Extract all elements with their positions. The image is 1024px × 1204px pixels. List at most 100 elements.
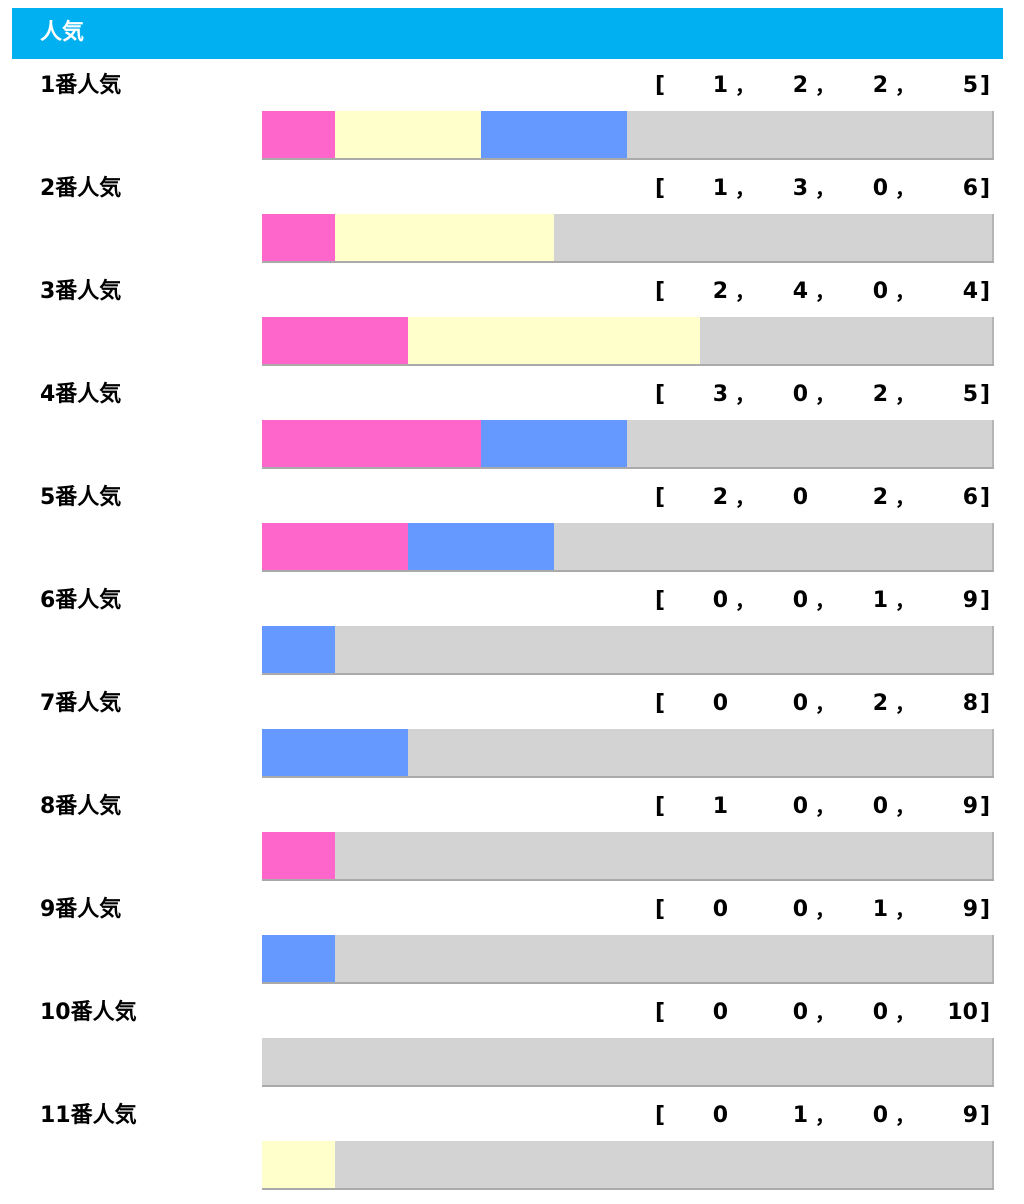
- record-text: [0 0 ， 2 ， 8]: [655, 690, 993, 718]
- row-label: 1番人気: [40, 73, 122, 98]
- record-bracket-close: ]: [980, 176, 991, 201]
- record-bracket-close: ]: [980, 1103, 991, 1128]
- stacked-bar: [262, 214, 994, 263]
- bar-segment: [262, 111, 335, 158]
- record-value: 2: [712, 279, 728, 304]
- row-label: 2番人気: [40, 176, 122, 201]
- popularity-row: 9番人気 [0 0 ， 1 ， 9]: [0, 883, 1024, 986]
- bar-segment: [481, 420, 627, 467]
- row-label: 8番人気: [40, 794, 122, 819]
- record-bracket-open: [: [655, 382, 666, 407]
- record-value: 6: [962, 485, 978, 510]
- record-text: [2 ， 4 ， 0 ， 4]: [655, 278, 993, 306]
- record-bracket-close: ]: [980, 794, 991, 819]
- record-separator: ，: [735, 589, 755, 613]
- popularity-row: 3番人気 [2 ， 4 ， 0 ， 4]: [0, 265, 1024, 368]
- record-bracket-close: ]: [980, 897, 991, 922]
- record-bracket-close: ]: [980, 73, 991, 98]
- record-text: [0 1 ， 0 ， 9]: [655, 1102, 993, 1130]
- record-value: 4: [962, 279, 978, 304]
- record-value: 0: [712, 897, 728, 922]
- popularity-row: 10番人気 [0 0 ， 0 ， 10]: [0, 986, 1024, 1089]
- popularity-row: 6番人気 [0 ， 0 ， 1 ， 9]: [0, 574, 1024, 677]
- bar-segment: [262, 420, 481, 467]
- record-value: 0: [712, 1000, 728, 1025]
- record-value: 9: [962, 897, 978, 922]
- record-text: [0 ， 0 ， 1 ， 9]: [655, 587, 993, 615]
- row-label: 6番人気: [40, 588, 122, 613]
- record-value: 0: [872, 1103, 888, 1128]
- record-value: 2: [872, 485, 888, 510]
- stacked-bar: [262, 1038, 994, 1087]
- popularity-row: 8番人気 [1 0 ， 0 ， 9]: [0, 780, 1024, 883]
- record-text: [0 0 ， 0 ， 10]: [655, 999, 993, 1027]
- record-separator: ，: [895, 177, 915, 201]
- record-separator: ，: [815, 177, 835, 201]
- record-bracket-open: [: [655, 897, 666, 922]
- record-value: 3: [712, 382, 728, 407]
- record-value: 5: [962, 73, 978, 98]
- record-value: 9: [962, 1103, 978, 1128]
- stacked-bar: [262, 523, 994, 572]
- bar-segment: [262, 1141, 335, 1188]
- record-separator: ，: [815, 692, 835, 716]
- record-bracket-close: ]: [980, 382, 991, 407]
- record-separator: ，: [895, 589, 915, 613]
- record-text: [1 0 ， 0 ， 9]: [655, 793, 993, 821]
- record-bracket-open: [: [655, 794, 666, 819]
- bar-segment: [262, 935, 335, 982]
- record-bracket-open: [: [655, 176, 666, 201]
- bar-segment: [408, 317, 700, 364]
- row-label: 4番人気: [40, 382, 122, 407]
- record-separator: ，: [815, 589, 835, 613]
- record-bracket-open: [: [655, 279, 666, 304]
- record-value: 0: [712, 1103, 728, 1128]
- record-value: 0: [792, 588, 808, 613]
- record-separator: ，: [735, 177, 755, 201]
- record-value: 0: [872, 176, 888, 201]
- record-value: 3: [792, 176, 808, 201]
- stacked-bar: [262, 1141, 994, 1190]
- popularity-row: 11番人気 [0 1 ， 0 ， 9]: [0, 1089, 1024, 1192]
- record-separator: ，: [735, 74, 755, 98]
- record-separator: ，: [895, 280, 915, 304]
- record-value: 1: [792, 1103, 808, 1128]
- stacked-bar: [262, 111, 994, 160]
- record-separator: ，: [815, 898, 835, 922]
- record-bracket-close: ]: [980, 588, 991, 613]
- stacked-bar: [262, 935, 994, 984]
- record-bracket-open: [: [655, 485, 666, 510]
- record-separator: ，: [895, 795, 915, 819]
- record-value: 2: [792, 73, 808, 98]
- row-label: 9番人気: [40, 897, 122, 922]
- row-label: 7番人気: [40, 691, 122, 716]
- record-separator: ，: [895, 74, 915, 98]
- record-separator: ，: [895, 486, 915, 510]
- record-bracket-close: ]: [980, 485, 991, 510]
- popularity-row: 2番人気 [1 ， 3 ， 0 ， 6]: [0, 162, 1024, 265]
- record-separator: ，: [895, 383, 915, 407]
- popularity-row: 5番人気 [2 ， 0 2 ， 6]: [0, 471, 1024, 574]
- row-label: 5番人気: [40, 485, 122, 510]
- record-value: 0: [792, 897, 808, 922]
- bar-segment: [262, 729, 408, 776]
- record-separator: ，: [815, 383, 835, 407]
- bar-segment: [262, 317, 408, 364]
- record-text: [1 ， 3 ， 0 ， 6]: [655, 175, 993, 203]
- record-value: 0: [792, 794, 808, 819]
- bar-segment: [335, 214, 554, 261]
- record-text: [0 0 ， 1 ， 9]: [655, 896, 993, 924]
- row-label: 11番人気: [40, 1103, 137, 1128]
- record-value: 2: [712, 485, 728, 510]
- record-bracket-open: [: [655, 588, 666, 613]
- section-title: 人気: [40, 20, 85, 45]
- bar-segment: [262, 523, 408, 570]
- record-value: 6: [962, 176, 978, 201]
- record-value: 9: [962, 794, 978, 819]
- record-separator: ，: [895, 1104, 915, 1128]
- stacked-bar: [262, 626, 994, 675]
- record-value: 10: [947, 1000, 978, 1025]
- record-value: 2: [872, 73, 888, 98]
- bar-segment: [262, 832, 335, 879]
- row-label: 10番人気: [40, 1000, 137, 1025]
